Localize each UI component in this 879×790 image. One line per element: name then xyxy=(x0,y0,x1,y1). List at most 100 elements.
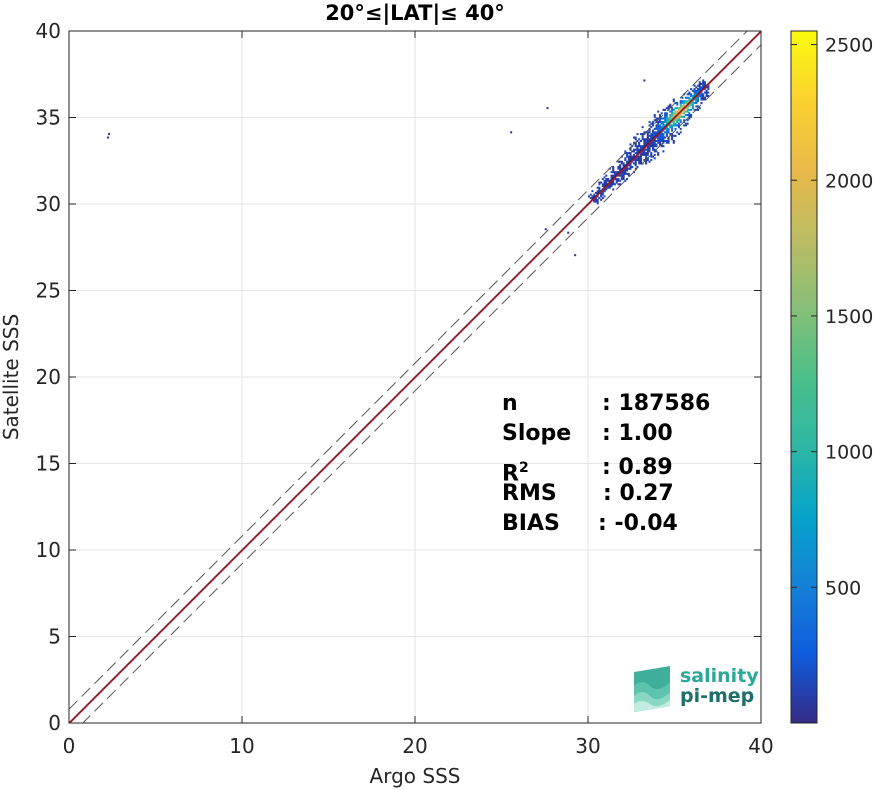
density-cell xyxy=(693,91,696,94)
density-cell xyxy=(646,141,649,144)
density-cell xyxy=(615,181,618,184)
density-cell xyxy=(702,96,705,99)
density-cell xyxy=(594,198,597,201)
density-cell xyxy=(698,107,701,110)
bound-line xyxy=(69,31,748,710)
density-cell xyxy=(693,101,696,104)
density-cell xyxy=(658,115,661,118)
density-cell xyxy=(617,183,620,186)
density-cell xyxy=(664,139,667,143)
density-cell xyxy=(629,157,632,160)
density-cell xyxy=(622,164,625,167)
stat-key: R2 xyxy=(502,453,529,489)
density-cell xyxy=(662,139,665,143)
density-cell xyxy=(684,124,687,127)
density-cell xyxy=(664,124,667,127)
density-cell xyxy=(646,159,649,162)
density-cell xyxy=(627,152,630,155)
density-cell xyxy=(600,195,603,198)
y-axis-title: Satellite SSS xyxy=(0,314,23,440)
density-cell xyxy=(615,171,618,174)
density-cell xyxy=(700,82,703,85)
density-cell xyxy=(693,88,696,91)
density-cell xyxy=(646,131,649,134)
density-cell xyxy=(598,181,601,184)
colorbar-tick-label: 1000 xyxy=(825,442,873,464)
density-cell xyxy=(674,124,677,127)
density-cell xyxy=(629,152,632,155)
density-cell xyxy=(648,150,651,153)
density-cell xyxy=(665,115,668,118)
density-cell xyxy=(632,155,636,158)
density-cell xyxy=(707,95,710,98)
density-cell xyxy=(700,95,703,98)
density-cell xyxy=(688,108,691,111)
outlier-point xyxy=(546,107,549,110)
density-cell xyxy=(620,176,623,179)
density-cell xyxy=(681,101,684,104)
density-cell xyxy=(643,138,646,141)
x-tick-label: 10 xyxy=(229,734,254,758)
density-cell xyxy=(632,150,636,153)
density-cell xyxy=(600,191,603,194)
density-cell xyxy=(615,179,618,182)
density-cell xyxy=(638,138,641,141)
density-cell xyxy=(652,155,655,158)
density-cell xyxy=(683,110,686,113)
density-cell xyxy=(653,138,656,141)
density-cell xyxy=(691,89,694,92)
density-cell xyxy=(664,127,667,130)
density-cell xyxy=(665,131,668,134)
density-cell xyxy=(620,162,623,165)
density-cell xyxy=(707,84,710,87)
density-cell xyxy=(652,136,655,139)
density-cell xyxy=(667,107,670,110)
density-cell xyxy=(660,139,663,143)
density-cell xyxy=(698,88,701,91)
density-cell xyxy=(643,143,646,146)
density-cell xyxy=(653,131,656,134)
density-cell xyxy=(646,153,649,156)
density-cell xyxy=(683,115,686,118)
density-cell xyxy=(639,145,642,148)
density-cell xyxy=(655,145,658,148)
density-cell xyxy=(665,129,668,132)
y-tick-label: 5 xyxy=(48,625,61,649)
density-cell xyxy=(612,179,615,182)
density-cell xyxy=(672,98,675,101)
density-cell xyxy=(653,115,656,118)
stat-value: : 187586 xyxy=(602,391,711,416)
density-cell xyxy=(679,127,682,130)
density-cell xyxy=(638,155,641,158)
density-cell xyxy=(657,139,660,143)
density-cell xyxy=(610,181,613,184)
density-cell xyxy=(605,183,608,186)
density-cell xyxy=(667,117,670,120)
density-cell xyxy=(603,188,606,191)
density-cell xyxy=(638,145,641,148)
density-cell xyxy=(688,98,691,101)
density-cell xyxy=(703,91,706,94)
density-cell xyxy=(698,82,701,85)
density-cell xyxy=(676,124,679,127)
density-cell xyxy=(622,162,625,165)
density-cell xyxy=(596,202,599,205)
density-cell xyxy=(669,119,672,122)
density-cell xyxy=(662,124,665,127)
density-cell xyxy=(622,169,625,172)
density-cell xyxy=(596,195,599,198)
density-cell xyxy=(677,107,680,110)
density-cell xyxy=(658,129,661,132)
density-cell xyxy=(639,148,642,151)
density-cell xyxy=(703,81,706,84)
density-cell xyxy=(596,200,599,203)
density-cell xyxy=(674,114,677,117)
density-cell xyxy=(652,131,655,134)
density-cell xyxy=(593,200,596,203)
density-cell xyxy=(617,167,620,170)
density-cell xyxy=(648,146,651,149)
density-cell xyxy=(655,124,658,127)
density-cell xyxy=(652,146,655,149)
density-cell xyxy=(664,108,667,111)
density-cell xyxy=(632,162,636,165)
